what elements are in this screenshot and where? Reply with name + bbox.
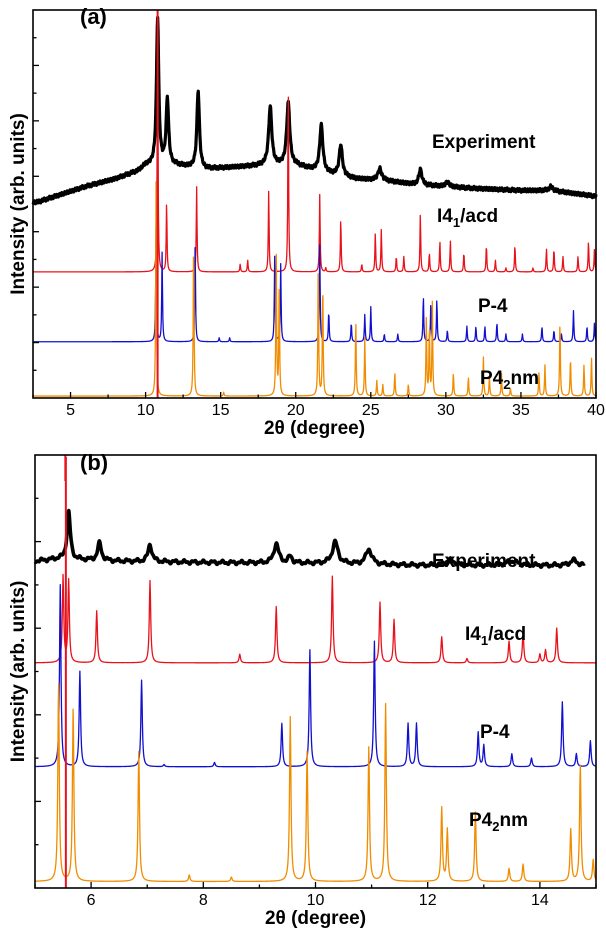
x-tick-label: 5 bbox=[66, 402, 75, 419]
panel-a: Experiment I41/acd P-4 P42nm 5 10 15 20 25 30 35 40… bbox=[8, 4, 605, 439]
series-label-main: I4 bbox=[465, 624, 481, 645]
series-label-main: P4 bbox=[469, 810, 493, 831]
series-experiment-line bbox=[31, 15, 598, 206]
plot-frame bbox=[32, 9, 597, 399]
series-p4-line bbox=[32, 225, 597, 343]
series-p42nm-line bbox=[34, 682, 597, 883]
series-label-sub: 2 bbox=[492, 819, 499, 834]
series-label-sub: 2 bbox=[503, 377, 510, 392]
panel-label: (b) bbox=[80, 450, 108, 475]
series-label-rest: nm bbox=[499, 810, 528, 831]
series-p4-line bbox=[34, 584, 597, 768]
x-tick-label: 35 bbox=[512, 402, 530, 419]
x-tick-label: 12 bbox=[419, 892, 437, 909]
series-label-p4: P-4 bbox=[478, 296, 508, 317]
series-label-experiment: Experiment bbox=[432, 132, 536, 153]
series-label-experiment: Experiment bbox=[432, 551, 536, 572]
x-tick-label: 10 bbox=[307, 892, 325, 909]
series-label-main: P4 bbox=[480, 368, 504, 389]
series-label-sub: 1 bbox=[453, 215, 460, 230]
series-label-rest: nm bbox=[510, 368, 539, 389]
y-axis-label: Intensity (arb. units) bbox=[8, 113, 29, 295]
x-tick-label: 14 bbox=[531, 892, 549, 909]
x-tick-label: 30 bbox=[437, 402, 455, 419]
series-label-i41acd: I41/acd bbox=[465, 624, 526, 648]
x-tick-label: 15 bbox=[212, 402, 230, 419]
series-label-i41acd: I41/acd bbox=[437, 206, 498, 230]
x-tick-label: 25 bbox=[362, 402, 380, 419]
series-label-rest: /acd bbox=[488, 624, 526, 645]
series-label-main: I4 bbox=[437, 206, 453, 227]
x-tick-label: 6 bbox=[87, 892, 96, 909]
series-i41acd-line bbox=[34, 573, 597, 664]
series-p42nm-line bbox=[32, 181, 597, 397]
y-axis-label: Intensity (arb. units) bbox=[8, 581, 29, 763]
panel-label: (a) bbox=[80, 4, 107, 29]
series-label-p42nm: P42nm bbox=[469, 810, 528, 834]
series-label-p42nm: P42nm bbox=[480, 368, 539, 392]
series-label-p4: P-4 bbox=[480, 722, 510, 743]
x-axis-label: 2θ (degree) bbox=[265, 908, 366, 929]
x-tick-label: 10 bbox=[137, 402, 155, 419]
series-i41acd-line bbox=[32, 12, 597, 273]
x-tick-label: 40 bbox=[587, 402, 605, 419]
x-tick-label: 20 bbox=[287, 402, 305, 419]
series-label-rest: /acd bbox=[460, 206, 498, 227]
x-tick-label: 8 bbox=[199, 892, 208, 909]
series-label-sub: 1 bbox=[481, 633, 488, 648]
series-experiment-line bbox=[33, 508, 587, 569]
x-axis-label: 2θ (degree) bbox=[264, 418, 365, 439]
